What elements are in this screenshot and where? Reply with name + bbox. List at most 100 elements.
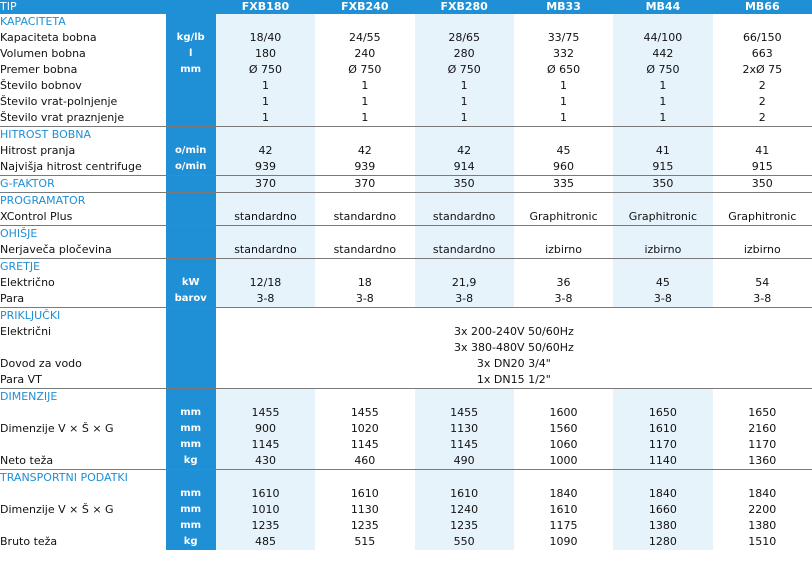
- span-value: 3x 200-240V 50/60Hz: [454, 325, 574, 338]
- span-value: 1x DN15 1/2": [476, 373, 551, 386]
- value-cell: 1650: [613, 405, 713, 421]
- table-row: Neto teža kg 430 460 490 1000 1140 1360: [0, 453, 812, 470]
- value-cell: 3-8: [753, 292, 772, 305]
- value-cell: 1020: [350, 422, 379, 435]
- table-row: Para barov 3-8 3-8 3-8 3-8 3-8 3-8: [0, 291, 812, 308]
- value-cell: 21,9: [414, 275, 514, 291]
- value-cell: 485: [215, 534, 316, 550]
- table-row: Hitrost pranja o/min 42 42 42 45 41 41: [0, 143, 812, 159]
- value-cell: 914: [414, 159, 514, 176]
- value-cell: 2: [758, 79, 766, 92]
- value-cell: 1380: [748, 519, 777, 532]
- value-cell: 1130: [414, 421, 514, 437]
- row-label: Najvišja hitrost centrifuge: [0, 160, 142, 173]
- value-cell: 24/55: [348, 31, 381, 44]
- value-cell: 1060: [549, 438, 578, 451]
- value-cell: 3-8: [414, 291, 514, 308]
- value-cell: 12/18: [215, 275, 316, 291]
- section-title: GRETJE: [0, 258, 166, 275]
- unit-cell: o/min: [165, 143, 216, 159]
- value-cell: 240: [354, 47, 376, 60]
- value-cell: 1455: [350, 406, 379, 419]
- value-cell: 36: [556, 276, 571, 289]
- value-cell: 1280: [613, 534, 713, 550]
- value-cell: 1: [361, 79, 369, 92]
- value-cell: 1140: [613, 453, 713, 470]
- value-cell: 1610: [350, 487, 379, 500]
- header-unit-cell: [165, 0, 216, 14]
- model-header: FXB240: [315, 0, 415, 14]
- row-label: Nerjaveča pločevina: [0, 243, 112, 256]
- value-cell: 1: [613, 94, 713, 110]
- value-cell: 1: [414, 78, 514, 94]
- value-cell: 1380: [613, 518, 713, 534]
- table-row: mm 1455 1455 1455 1600 1650 1650: [0, 405, 812, 421]
- value-cell: 1: [215, 110, 316, 127]
- model-header: MB66: [712, 0, 812, 14]
- value-cell: 1235: [414, 518, 514, 534]
- value-cell: 663: [751, 47, 773, 60]
- value-cell: standardno: [333, 210, 397, 223]
- table-row: mm 1610 1610 1610 1840 1840 1840: [0, 486, 812, 502]
- section-row: KAPACITETA: [0, 14, 812, 30]
- value-cell: 1600: [549, 406, 578, 419]
- value-cell: 939: [354, 160, 376, 173]
- value-cell: 1000: [549, 454, 578, 467]
- value-cell: 280: [414, 46, 514, 62]
- model-header: MB44: [613, 0, 713, 14]
- value-cell: 1235: [350, 519, 379, 532]
- value-cell: 350: [712, 175, 812, 193]
- row-label: Električno: [0, 276, 55, 289]
- value-cell: 442: [613, 46, 713, 62]
- section-row: DIMENZIJE: [0, 388, 812, 405]
- value-cell: 490: [414, 453, 514, 470]
- value-cell: standardno: [414, 209, 514, 226]
- value-cell: standardno: [414, 242, 514, 259]
- value-cell: 1: [613, 110, 713, 127]
- unit-cell: kg/lb: [165, 30, 216, 46]
- value-cell: standardno: [333, 243, 397, 256]
- value-cell: 1: [361, 111, 369, 124]
- unit-cell: kg: [165, 453, 216, 470]
- value-cell: 41: [755, 144, 770, 157]
- unit-cell: mm: [165, 62, 216, 78]
- row-label: Število bobnov: [0, 79, 82, 92]
- value-cell: 18: [357, 276, 372, 289]
- table-row: Najvišja hitrost centrifuge o/min 939 93…: [0, 159, 812, 176]
- table-row: XControl Plus standardno standardno stan…: [0, 209, 812, 226]
- value-cell: 1610: [549, 503, 578, 516]
- value-cell: 18/40: [215, 30, 316, 46]
- span-value: 3x DN20 3/4": [476, 357, 551, 370]
- row-label: Bruto teža: [0, 535, 58, 548]
- table-row: mm 1145 1145 1145 1060 1170 1170: [0, 437, 812, 453]
- value-cell: 1610: [215, 486, 316, 502]
- value-cell: 370: [215, 175, 316, 193]
- value-cell: 350: [414, 175, 514, 193]
- value-cell: 1175: [549, 519, 578, 532]
- value-cell: 1170: [613, 437, 713, 453]
- value-cell: 460: [354, 454, 376, 467]
- row-label: Električni: [0, 325, 52, 338]
- value-cell: 1130: [350, 503, 379, 516]
- section-title: G-FAKTOR: [0, 175, 166, 193]
- section-title: KAPACITETA: [0, 15, 66, 28]
- value-cell: 960: [553, 160, 575, 173]
- unit-cell: o/min: [165, 159, 216, 176]
- row-label: Število vrat praznjenje: [0, 111, 125, 124]
- value-cell: 1650: [748, 406, 777, 419]
- table-row: Nerjaveča pločevina standardno standardn…: [0, 242, 812, 259]
- table-row: 3x 380-480V 50/60Hz: [0, 340, 812, 356]
- header-row: TIP FXB180 FXB240 FXB280 MB33 MB44 MB66: [0, 0, 812, 14]
- value-cell: 1: [215, 78, 316, 94]
- value-cell: 332: [553, 47, 575, 60]
- value-cell: 44/100: [613, 30, 713, 46]
- unit-cell: barov: [165, 291, 216, 308]
- row-label: Para: [0, 292, 25, 305]
- table-row: Premer bobna mm Ø 750 Ø 750 Ø 750 Ø 650 …: [0, 62, 812, 78]
- model-header: FXB280: [414, 0, 514, 14]
- unit-cell: mm: [165, 518, 216, 534]
- value-cell: 915: [751, 160, 773, 173]
- unit-cell: l: [165, 46, 216, 62]
- row-label: Kapaciteta bobna: [0, 31, 97, 44]
- value-cell: 1510: [748, 535, 777, 548]
